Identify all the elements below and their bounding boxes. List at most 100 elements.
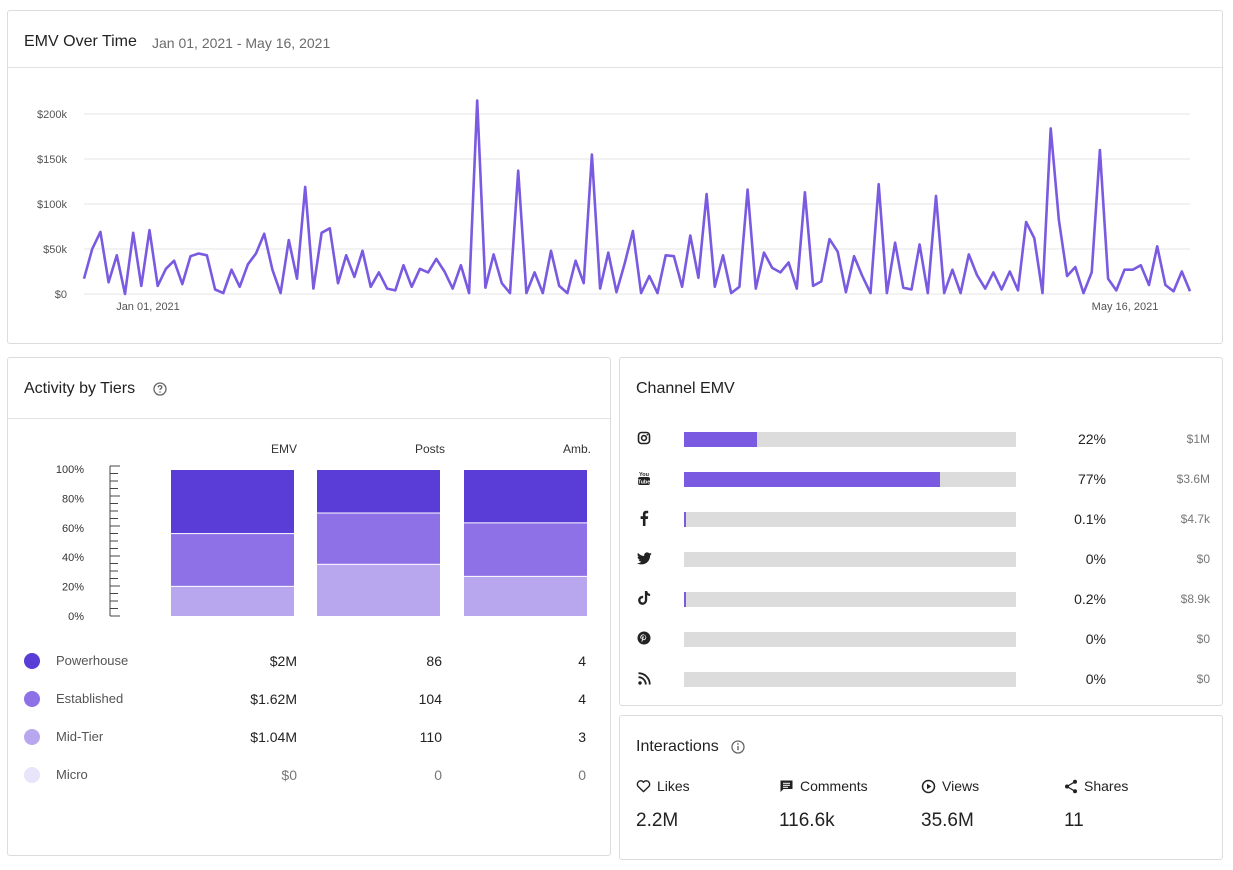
bar-segment-established[interactable] [464,523,587,576]
channel-bar-track [684,632,1016,647]
channel-percent: 0% [1085,631,1106,647]
interaction-value: 35.6M [921,810,974,831]
tier-posts-value: 86 [426,653,442,669]
tier-amb-value: 4 [578,691,586,707]
tier-row: Powerhouse $2M 86 4 [8,651,608,673]
y-tick-label: $50k [43,244,67,256]
channel-amount: $4.7k [1180,512,1210,526]
facebook-icon [636,510,652,526]
tier-amb-value: 4 [578,653,586,669]
bar-segment-mid-tier[interactable] [464,576,587,616]
y-tick-label: 40% [62,552,84,564]
channel-row: 22% $1M [620,430,1220,448]
channel-row: 0.1% $4.7k [620,510,1220,528]
interaction-shares: Shares 11 [1064,778,1204,832]
emv-date-range: Jan 01, 2021 - May 16, 2021 [152,35,331,51]
channel-amount: $0 [1196,552,1210,566]
svg-text:You: You [639,472,649,478]
interaction-views: Views 35.6M [921,778,1061,832]
interactions-title: Interactions [636,738,719,755]
emv-line-chart[interactable]: $0 $50k $100k $150k $200k Jan 01, 2021 May 16,… [8,71,1222,341]
bar-segment-established[interactable] [317,513,440,564]
help-icon[interactable] [152,381,168,397]
info-icon[interactable] [730,739,746,755]
bar-segment-powerhouse[interactable] [171,470,294,534]
tier-color-dot [24,767,40,783]
tier-name: Established [56,691,124,706]
channel-percent: 0% [1085,671,1106,687]
svg-text:Tube: Tube [638,480,651,486]
interaction-label: Likes [636,778,776,794]
instagram-icon [636,430,652,446]
y-tick-label: 20% [62,582,84,594]
channel-row: 0% $0 [620,670,1220,688]
tier-emv-value: $0 [281,767,297,783]
channel-bar-fill[interactable] [684,432,758,447]
channel-row: 0% $0 [620,550,1220,568]
channel-amount: $3.6M [1176,472,1210,486]
y-tick-label: $150k [37,154,67,166]
rss-icon [636,670,652,686]
tier-color-dot [24,691,40,707]
tier-row: Micro $0 0 0 [8,765,608,787]
tiers-card-title: Activity by Tiers [24,380,136,397]
bar-column-header: Amb. [563,442,591,456]
bar-segment-established[interactable] [171,534,294,586]
x-tick-label: May 16, 2021 [1092,301,1159,313]
interaction-likes: Likes 2.2M [636,778,776,832]
channel-amount: $1M [1186,432,1210,446]
channel-emv-card: Channel EMV 22% $1M You Tube 77% $3.6M 0.1% $4.… [619,357,1223,706]
channel-card-title: Channel EMV [636,380,735,397]
channel-row: You Tube 77% $3.6M [620,470,1220,488]
heart-icon [636,779,651,793]
interaction-label: Views [921,778,1061,794]
tier-row: Mid-Tier $1.04M 110 3 [8,727,608,749]
channel-bar-track [684,592,1016,607]
channel-bar-track [684,672,1016,687]
twitter-icon [636,550,652,566]
interaction-label-text: Views [942,778,980,794]
bar-segment-mid-tier[interactable] [171,586,294,616]
bar-segment-mid-tier[interactable] [317,564,440,616]
tiktok-icon [636,590,652,606]
tiers-stacked-bar-chart[interactable]: 0% 20% 40% 60% 80% 100% EMV Posts Amb. [8,428,608,628]
channel-bar-track [684,432,1016,447]
bar-segment-powerhouse[interactable] [464,470,587,523]
channel-percent: 0.1% [1074,511,1106,527]
channel-bar-fill[interactable] [684,512,686,527]
y-tick-label: 100% [56,464,84,476]
bar-column-header: Posts [415,442,445,456]
tier-emv-value: $1.62M [250,691,297,707]
tier-emv-value: $2M [269,653,297,669]
comment-icon [779,779,794,793]
tier-color-dot [24,729,40,745]
y-tick-label: 80% [62,493,84,505]
emv-series-line[interactable] [82,99,1192,296]
tier-amb-value: 0 [578,767,586,783]
channel-percent: 0.2% [1074,591,1106,607]
channel-row: 0.2% $8.9k [620,590,1220,608]
y-tick-label: 60% [62,523,84,535]
y-tick-label: $100k [37,199,67,211]
channel-amount: $8.9k [1180,592,1210,606]
tier-posts-value: 110 [419,729,442,745]
play-icon [921,779,936,794]
channel-bar-track [684,552,1016,567]
interaction-comments: Comments 116.6k [779,778,919,832]
y-tick-label: $200k [37,109,67,121]
tier-posts-value: 0 [434,767,442,783]
interaction-value: 2.2M [636,810,679,831]
channel-bar-track [684,472,1016,487]
tiers-card-header: Activity by Tiers [8,358,610,419]
tier-name: Powerhouse [56,653,129,668]
channel-bar-fill[interactable] [684,592,686,607]
y-tick-label: 0% [68,611,84,623]
tier-name: Mid-Tier [56,729,104,744]
activity-by-tiers-card: Activity by Tiers 0% 20% 40% 60% 80% 100% EMV P… [7,357,611,856]
x-tick-label: Jan 01, 2021 [116,301,180,313]
bar-segment-powerhouse[interactable] [317,470,440,513]
channel-bar-fill[interactable] [684,472,940,487]
tier-color-dot [24,653,40,669]
channel-percent: 0% [1085,551,1106,567]
share-icon [1064,779,1078,794]
